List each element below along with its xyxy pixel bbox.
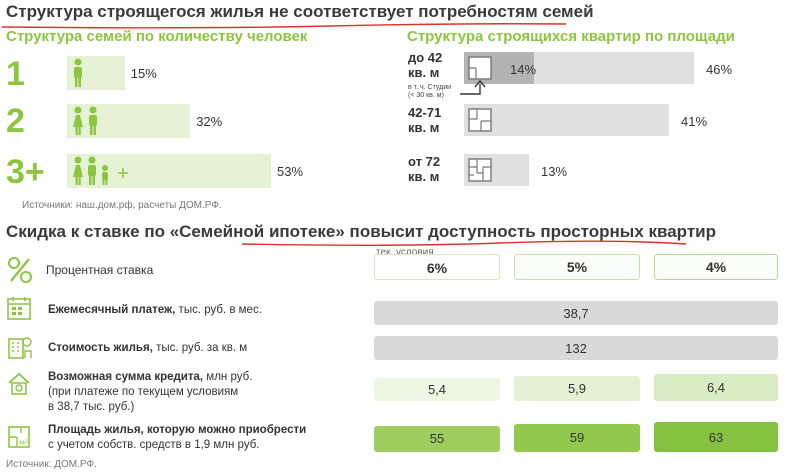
svg-text:м²: м² [19,438,28,447]
apt-label-small: до 42 кв. м [408,50,443,80]
payment-row-label: Ежемесячный платеж, тыс. руб. в мес. [48,304,262,316]
red-underline-2 [241,240,687,246]
rate-6-cell: 6% [374,254,500,280]
building-price-icon [8,337,32,359]
red-underline-1 [1,23,567,29]
apt-value-large: 13% [541,164,568,179]
source-note-1: Источники: наш.дом.рф, расчеты ДОМ.РФ. [22,200,222,211]
floorplan-large-icon [468,158,492,182]
family-value-3plus: 53% [277,164,304,179]
family-label-3plus: 3+ [6,153,45,191]
house-loan-icon [8,372,30,395]
apt-label-large: от 72 кв. м [408,154,441,184]
price-row-label: Стоимость жилья, тыс. руб. за кв. м [48,342,248,354]
studio-note: в т. ч. Студии (< 30 кв. м) [408,84,452,99]
floor-area-icon: м² [8,426,30,448]
family-bar-3plus [67,154,272,188]
loan-value-5: 5,9 [514,376,640,401]
apt-value-small: 46% [706,62,733,77]
floorplan-small-icon [468,56,492,80]
percent-icon [8,257,32,283]
loan-row-label: Возможная сумма кредита, млн руб. (при п… [48,371,253,413]
family-plus-icon [73,156,128,185]
apt-value-mid: 41% [681,114,708,129]
area-value-6: 55 [374,425,500,452]
rate-4-cell: 4% [654,254,778,280]
rate-5-cell: 5% [514,254,640,280]
rate-row-label: Процентная ставка [46,263,154,277]
area-value-4: 63 [654,422,778,452]
calendar-payment-icon [7,297,31,320]
area-value-5: 59 [514,423,640,452]
apartments-title: Структура строящихся квартир по площади [407,28,735,45]
payment-value-cell: 38,7 [374,301,778,325]
current-conditions-label: тек. условия [376,247,434,258]
apt-studio-value: 14% [510,62,537,77]
person-icon [74,58,82,87]
family-label-1: 1 [6,55,25,93]
source-note-2: Источник: ДОМ.РФ. [6,459,97,470]
floorplan-mid-icon [468,108,492,132]
area-row-label: Площадь жилья, которую можно приобрести … [48,424,307,451]
families-title: Структура семей по количеству человек [6,28,308,45]
loan-value-6: 5,4 [374,378,500,401]
family-value-1: 15% [130,66,157,81]
apt-label-mid: 42-71 кв. м [408,105,442,135]
main-title-1: Структура строящегося жилья не соответст… [6,2,594,21]
studio-arrow-icon [460,80,486,95]
price-value-cell: 132 [374,336,778,360]
family-label-2: 2 [6,102,25,140]
family-value-2: 32% [196,114,223,129]
apt-bar-mid [464,104,669,136]
family-bar-2 [67,104,191,138]
main-title-2: Скидка к ставке по «Семейной ипотеке» по… [6,222,717,241]
couple-icon [73,106,97,135]
loan-value-4: 6,4 [654,374,778,401]
